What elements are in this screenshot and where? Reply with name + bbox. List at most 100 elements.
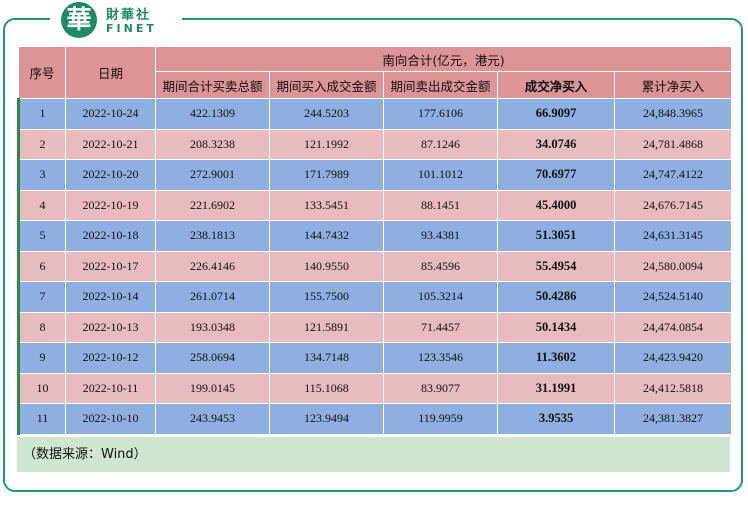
cell-cumulative: 24,524.5140 [613, 281, 733, 313]
cell-index: 3 [17, 159, 66, 191]
cell-total: 199.0145 [155, 372, 270, 404]
cell-buy: 144.7432 [269, 220, 384, 252]
col-header-index: 序号 [18, 46, 66, 99]
cell-cumulative: 24,781.4868 [613, 128, 733, 160]
cell-net-buy: 70.6977 [497, 159, 615, 191]
cell-index: 5 [17, 220, 66, 252]
cell-sell: 101.1012 [383, 159, 498, 191]
cell-total: 272.9001 [155, 159, 270, 191]
southbound-flow-table: 序号 日期 南向合计(亿元，港元) 期间合计买卖总额 期间买入成交金额 期间卖出… [17, 46, 733, 435]
col-header-net-buy: 成交净买入 [497, 71, 615, 99]
cell-net-buy: 55.4954 [497, 250, 615, 282]
cell-index: 2 [17, 128, 66, 160]
table-row: 9 2022-10-12 258.0694 134.7148 123.3546 11.36… [17, 342, 733, 374]
cell-buy: 121.5891 [269, 311, 384, 343]
col-header-buy: 期间买入成交金额 [269, 71, 384, 99]
table-row: 5 2022-10-18 238.1813 144.7432 93.4381 51.305… [17, 220, 733, 252]
cell-date: 2022-10-20 [65, 159, 156, 191]
finet-logo-icon: 華 [61, 2, 97, 38]
cell-total: 238.1813 [155, 220, 270, 252]
cell-total: 243.9453 [155, 403, 270, 435]
cell-total: 226.4146 [155, 250, 270, 282]
cell-sell: 123.3546 [383, 342, 498, 374]
cell-sell: 105.3214 [383, 281, 498, 313]
cell-net-buy: 11.3602 [497, 342, 615, 374]
cell-date: 2022-10-24 [65, 98, 156, 130]
table-row: 1 2022-10-24 422.1309 244.5203 177.6106 66.90… [17, 98, 733, 130]
cell-total: 221.6902 [155, 189, 270, 221]
cell-date: 2022-10-19 [65, 189, 156, 221]
cell-index: 6 [17, 250, 66, 282]
table-row: 6 2022-10-17 226.4146 140.9550 85.4596 55.495… [17, 250, 733, 282]
cell-buy: 155.7500 [269, 281, 384, 313]
group-header: 南向合计(亿元，港元) [154, 46, 733, 72]
cell-date: 2022-10-18 [65, 220, 156, 252]
table-row: 10 2022-10-11 199.0145 115.1068 83.9077 31.19… [17, 372, 733, 404]
cell-net-buy: 31.1991 [497, 372, 615, 404]
col-header-date: 日期 [65, 46, 156, 99]
cell-net-buy: 34.0746 [497, 128, 615, 160]
cell-cumulative: 24,631.3145 [613, 220, 733, 252]
cell-sell: 177.6106 [383, 98, 498, 130]
cell-sell: 71.4457 [383, 311, 498, 343]
cell-cumulative: 24,412.5818 [613, 372, 733, 404]
brand-name-cn: 財華社 [106, 8, 152, 23]
cell-net-buy: 50.4286 [497, 281, 615, 313]
cell-sell: 85.4596 [383, 250, 498, 282]
cell-net-buy: 50.1434 [497, 311, 615, 343]
header-row-group: 序号 日期 南向合计(亿元，港元) [18, 46, 733, 99]
content-frame [3, 18, 743, 492]
col-header-total: 期间合计买卖总额 [155, 71, 270, 99]
source-note: （数据来源：Wind） [17, 437, 730, 472]
cell-buy: 244.5203 [269, 98, 384, 130]
cell-date: 2022-10-11 [65, 372, 156, 404]
table-row: 11 2022-10-10 243.9453 123.9494 119.9959 3.95… [17, 403, 733, 435]
cell-index: 8 [17, 311, 66, 343]
cell-cumulative: 24,423.9420 [613, 342, 733, 374]
cell-index: 10 [17, 372, 66, 404]
cell-index: 9 [17, 342, 66, 374]
cell-sell: 87.1246 [383, 128, 498, 160]
cell-buy: 134.7148 [269, 342, 384, 374]
cell-index: 1 [17, 98, 66, 130]
cell-cumulative: 24,474.0854 [613, 311, 733, 343]
cell-date: 2022-10-12 [65, 342, 156, 374]
cell-buy: 115.1068 [269, 372, 384, 404]
brand-wordmark: 財華社 FINET [106, 8, 157, 35]
header-row: 期间合计买卖总额 期间买入成交金额 期间卖出成交金额 成交净买入 累计净买入 [19, 71, 733, 99]
cell-buy: 133.5451 [269, 189, 384, 221]
table-row: 3 2022-10-20 272.9001 171.7989 101.1012 70.69… [17, 159, 733, 191]
brand-name-en: FINET [106, 22, 157, 35]
col-header-sell: 期间卖出成交金额 [383, 71, 498, 99]
cell-sell: 119.9959 [383, 403, 498, 435]
table-row: 2 2022-10-21 208.3238 121.1992 87.1246 34.074… [17, 128, 733, 160]
cell-total: 258.0694 [155, 342, 270, 374]
table-row: 8 2022-10-13 193.0348 121.5891 71.4457 50.143… [17, 311, 733, 343]
cell-sell: 93.4381 [383, 220, 498, 252]
cell-date: 2022-10-17 [65, 250, 156, 282]
cell-cumulative: 24,676.7145 [613, 189, 733, 221]
cell-cumulative: 24,580.0094 [613, 250, 733, 282]
cell-buy: 123.9494 [269, 403, 384, 435]
cell-index: 7 [17, 281, 66, 313]
col-header-cumulative: 累计净买入 [613, 71, 733, 99]
cell-date: 2022-10-13 [65, 311, 156, 343]
cell-net-buy: 45.4000 [497, 189, 615, 221]
cell-cumulative: 24,747.4122 [613, 159, 733, 191]
cell-total: 208.3238 [155, 128, 270, 160]
cell-cumulative: 24,381.3827 [613, 403, 733, 435]
cell-buy: 171.7989 [269, 159, 384, 191]
cell-net-buy: 3.9535 [497, 403, 615, 435]
cell-sell: 83.9077 [383, 372, 498, 404]
cell-sell: 88.1451 [383, 189, 498, 221]
cell-total: 422.1309 [155, 98, 270, 130]
cell-date: 2022-10-10 [65, 403, 156, 435]
cell-total: 193.0348 [155, 311, 270, 343]
table-row: 7 2022-10-14 261.0714 155.7500 105.3214 50.42… [17, 281, 733, 313]
cell-total: 261.0714 [155, 281, 270, 313]
cell-index: 11 [17, 403, 66, 435]
cell-net-buy: 66.9097 [497, 98, 615, 130]
cell-cumulative: 24,848.3965 [613, 98, 733, 130]
cell-net-buy: 51.3051 [497, 220, 615, 252]
cell-date: 2022-10-21 [65, 128, 156, 160]
